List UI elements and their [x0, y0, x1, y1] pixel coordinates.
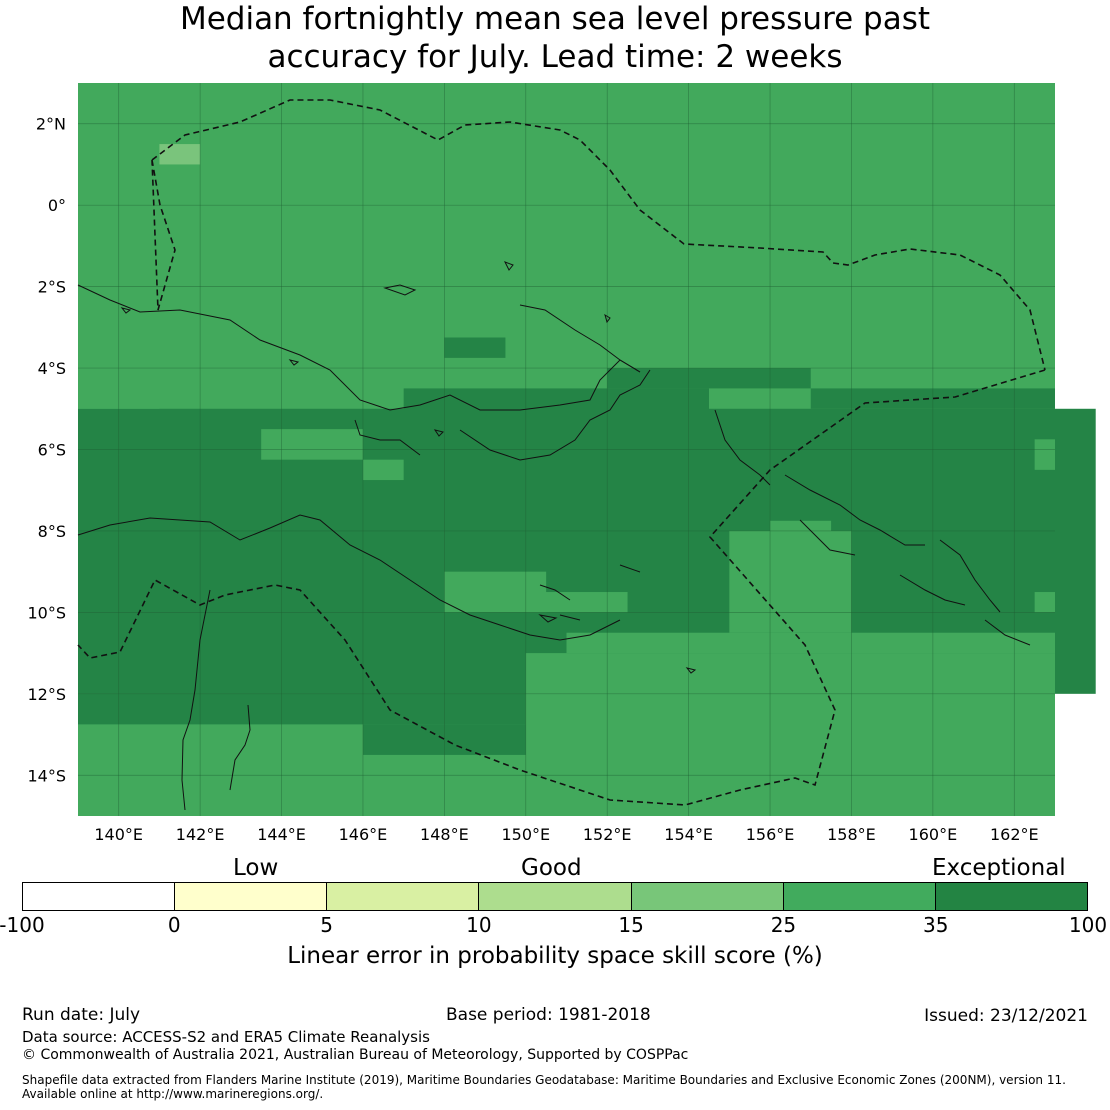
lat-tick-label: 6°S	[38, 441, 66, 460]
colorbar-tick-label: 5	[320, 913, 333, 937]
skill-cell-base	[1034, 439, 1055, 470]
base-period: Base period: 1981-2018	[446, 1005, 651, 1025]
lon-tick-label: 142°E	[176, 825, 225, 844]
colorbar	[22, 882, 1088, 911]
axis-tick-labels: 140°E 142°E 144°E 146°E 148°E 150°E 152°E 154°E…	[27, 115, 1038, 844]
lat-tick-label: 10°S	[27, 603, 66, 622]
skill-cell-exceptional	[607, 368, 811, 389]
colorbar-tick-label: 10	[466, 913, 492, 937]
skill-cell-exceptional	[362, 724, 547, 755]
issued-date: Issued: 23/12/2021	[924, 1006, 1088, 1026]
map-panel: 140°E 142°E 144°E 146°E 148°E 150°E 152°E 154°E…	[27, 83, 1096, 844]
new-guinea-north-coast	[77, 284, 641, 411]
legend-category-exceptional: Exceptional	[932, 855, 1066, 881]
lon-tick-label: 156°E	[746, 825, 795, 844]
lat-tick-label: 2°N	[36, 115, 66, 134]
lon-tick-label: 152°E	[583, 825, 632, 844]
title-line-2: accuracy for July. Lead time: 2 weeks	[267, 39, 843, 75]
australia-coast	[181, 589, 251, 811]
lon-tick-label: 148°E	[420, 825, 469, 844]
chart-title: Median fortnightly mean sea level pressu…	[0, 0, 1110, 76]
lon-tick-label: 146°E	[339, 825, 388, 844]
colorbar-tick-label: 35	[922, 913, 949, 937]
lat-tick-label: 0°	[48, 196, 66, 215]
colorbar-tick-label: 100	[1068, 913, 1108, 937]
run-date: Run date: July	[22, 1005, 141, 1025]
new-ireland-coast	[519, 304, 641, 373]
new-britain-coast	[459, 369, 651, 461]
shapefile-credit: Shapefile data extracted from Flanders M…	[22, 1073, 1066, 1101]
small-islands	[120, 261, 697, 674]
colorbar-segment-2	[175, 883, 328, 910]
skill-cell-exceptional	[403, 388, 709, 430]
lon-tick-label: 162°E	[990, 825, 1039, 844]
lat-tick-label: 12°S	[27, 685, 66, 704]
bougainville-coast	[714, 409, 771, 486]
colorbar-segment-5	[631, 883, 784, 910]
skill-cell-base	[261, 429, 363, 460]
skill-cell-base	[525, 592, 628, 613]
colorbar-segment-4	[479, 883, 632, 910]
lat-tick-label: 8°S	[38, 522, 66, 541]
colorbar-tick-label: 0	[167, 913, 181, 937]
skill-cell-exceptional	[444, 337, 506, 358]
lat-tick-label: 2°S	[38, 278, 66, 297]
colorbar-label: Linear error in probability space skill …	[287, 943, 823, 969]
lon-tick-label: 140°E	[94, 825, 143, 844]
data-source: Data source: ACCESS-S2 and ERA5 Climate …	[22, 1028, 430, 1046]
new-guinea-south-coast	[77, 419, 621, 641]
copyright: © Commonwealth of Australia 2021, Austra…	[22, 1047, 689, 1063]
colorbar-segment-7	[935, 883, 1087, 910]
skill-cell-exceptional	[78, 693, 526, 725]
lon-tick-label: 154°E	[664, 825, 713, 844]
skill-cell-base	[770, 520, 832, 531]
colorbar-tick-label: -100	[0, 913, 45, 937]
lon-tick-label: 160°E	[909, 825, 958, 844]
colorbar-segment-6	[783, 883, 936, 910]
lat-tick-label: 4°S	[38, 359, 66, 378]
eez-boundary	[77, 99, 1046, 806]
title-line-1: Median fortnightly mean sea level pressu…	[179, 1, 931, 37]
lon-tick-label: 150°E	[501, 825, 550, 844]
skill-cell-base	[729, 530, 852, 633]
colorbar-segment-1	[23, 883, 176, 910]
shapefile-credit-line-1: Shapefile data extracted from Flanders M…	[22, 1073, 1066, 1087]
graticule	[78, 83, 1055, 816]
solomon-islands-coast	[784, 474, 1031, 646]
skill-cell-base	[362, 459, 404, 481]
louisiade-coast	[539, 564, 641, 621]
colorbar-tick-label: 25	[770, 913, 797, 937]
shapefile-credit-line-2: Available online at http://www.marinereg…	[22, 1087, 324, 1101]
legend-category-good: Good	[521, 855, 582, 881]
lat-tick-label: 14°S	[27, 766, 66, 785]
skill-cell-base	[1034, 592, 1055, 613]
legend-category-low: Low	[233, 855, 279, 881]
skill-cell-base	[566, 632, 1055, 654]
colorbar-tick-label: 15	[618, 913, 644, 937]
skill-cell-light	[159, 144, 201, 165]
colorbar-segment-3	[327, 883, 480, 910]
skill-cell-base	[525, 653, 1055, 816]
lon-tick-label: 158°E	[827, 825, 876, 844]
lon-tick-label: 144°E	[257, 825, 306, 844]
